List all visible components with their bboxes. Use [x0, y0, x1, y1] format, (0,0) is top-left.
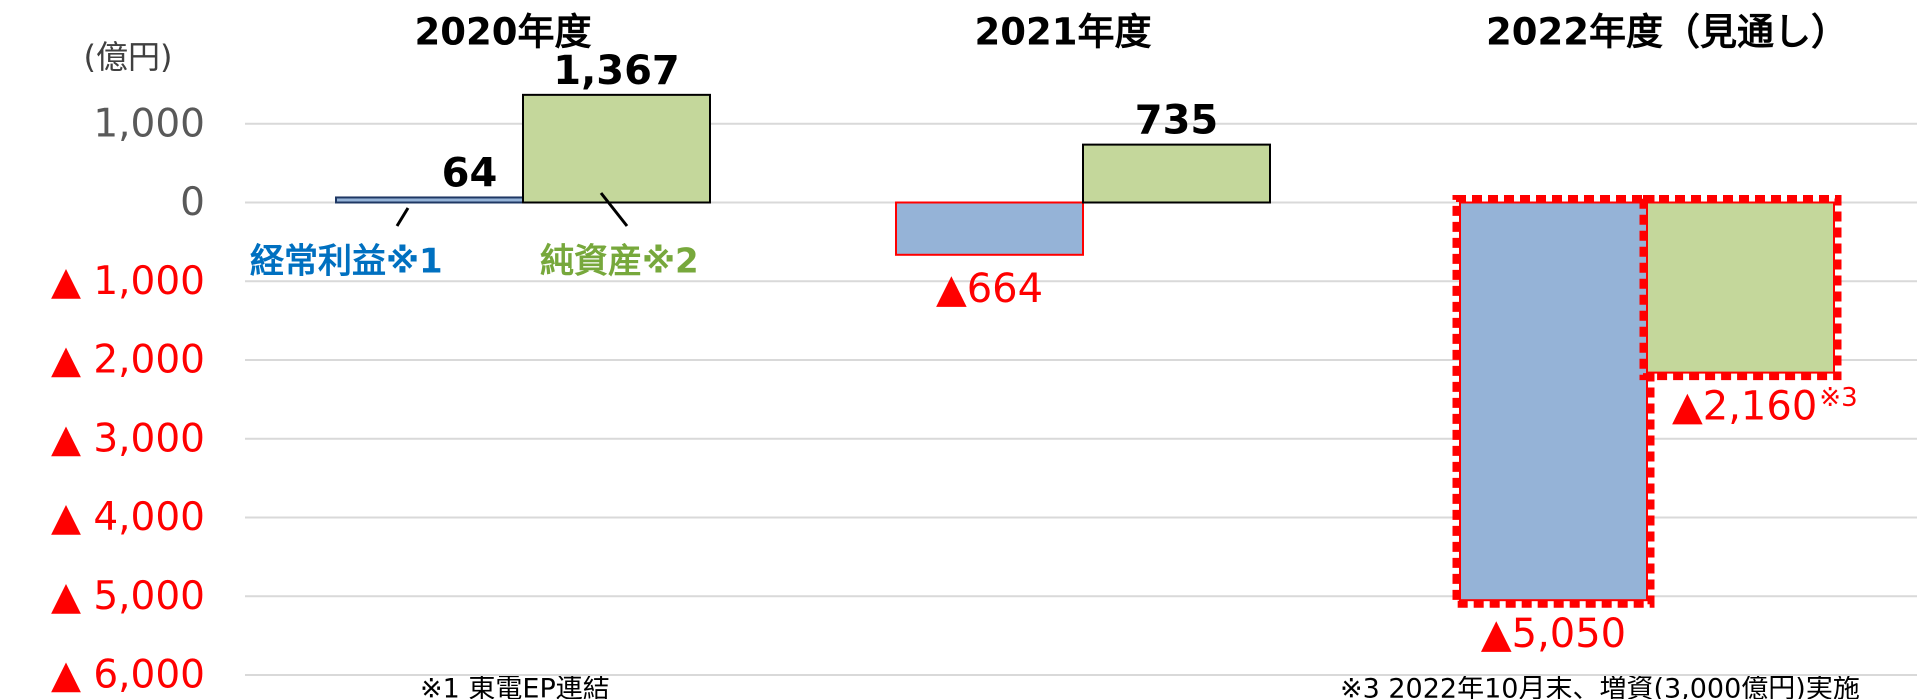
- footnote: ※3 2022年10月末、増資(3,000億円)実施: [1340, 674, 1860, 699]
- unit-label: (億円): [84, 38, 173, 76]
- bar: [895, 201, 1084, 256]
- bar: [1646, 201, 1835, 374]
- y-tick-label: ▲ 2,000: [51, 338, 205, 383]
- category-title: 2020年度: [415, 11, 592, 54]
- bar: [335, 196, 524, 204]
- bar: [522, 93, 711, 204]
- leader-line: [395, 207, 410, 227]
- bar: [1082, 143, 1271, 204]
- value-label: 735: [1135, 98, 1219, 144]
- y-tick-label: ▲ 5,000: [51, 574, 205, 619]
- highlight-frame: [1639, 195, 1842, 381]
- y-tick-label: 1,000: [93, 101, 205, 146]
- category-title: 2021年度: [975, 11, 1152, 54]
- y-tick-label: 0: [180, 180, 205, 225]
- value-label: ▲5,050: [1481, 611, 1626, 657]
- annotation: ※3: [1819, 383, 1857, 413]
- category-title: 2022年度（見通し）: [1486, 11, 1848, 54]
- legend-entry: 純資産※2: [540, 242, 699, 282]
- value-label: 64: [442, 150, 498, 196]
- bar: [1459, 201, 1648, 602]
- footnote: ※1 東電EP連結: [420, 674, 610, 699]
- value-label: 1,367: [553, 48, 680, 94]
- y-tick-label: ▲ 4,000: [51, 495, 205, 540]
- highlight-frame: [1452, 195, 1655, 608]
- y-tick-label: ▲ 1,000: [51, 259, 205, 304]
- y-tick-label: ▲ 3,000: [51, 416, 205, 461]
- y-tick-label: ▲ 6,000: [51, 653, 205, 698]
- value-label: ▲664: [936, 266, 1043, 312]
- legend-entry: 経常利益※1: [250, 242, 443, 282]
- value-label: ▲2,160: [1672, 384, 1817, 430]
- leader-line: [599, 192, 629, 227]
